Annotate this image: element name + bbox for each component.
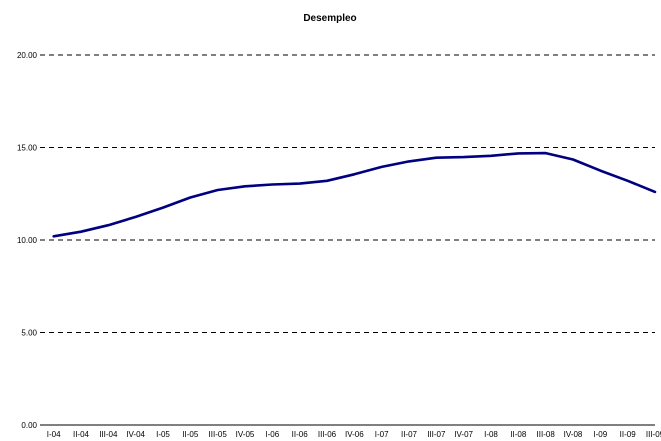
x-tick-label: IV-05 [236,430,255,439]
x-tick-label: II-08 [510,430,527,439]
x-tick-label: I-09 [593,430,607,439]
y-tick-label: 20.00 [17,51,38,60]
x-tick-label: IV-08 [564,430,583,439]
x-tick-label: II-06 [292,430,309,439]
y-tick-label: 0.00 [21,421,37,430]
series-lines [52,151,657,238]
x-tick-label: I-07 [375,430,389,439]
x-tick-label: III-09 [646,430,661,439]
x-tick-label: IV-06 [345,430,364,439]
x-tick-label: III-05 [209,430,228,439]
x-tick-label: II-04 [73,430,90,439]
y-tick-label: 5.00 [21,329,37,338]
x-tick-label: III-06 [318,430,337,439]
y-tick-labels: 0.00 5.00 10.00 15.00 20.00 [17,51,38,430]
x-tick-label: IV-07 [454,430,473,439]
x-tick-labels: I-04 II-04 III-04 IV-04 I-05 II-05 III-05 IV-05… [47,430,661,439]
x-tick-label: III-04 [99,430,118,439]
x-tick-label: II-07 [401,430,418,439]
x-tick-label: IV-04 [126,430,145,439]
x-tick-label: III-08 [537,430,556,439]
y-tick-label: 15.00 [17,144,38,153]
chart-title: Desempleo [303,13,356,24]
x-tick-label: I-08 [484,430,498,439]
series-line [52,151,657,238]
y-tick-label: 10.00 [17,236,38,245]
x-tick-label: I-06 [265,430,279,439]
gridlines [40,54,655,333]
x-tick-label: II-05 [182,430,199,439]
x-tick-label: I-04 [47,430,61,439]
x-tick-label: I-05 [156,430,170,439]
x-tick-label: III-07 [427,430,446,439]
x-tick-label: II-09 [620,430,637,439]
